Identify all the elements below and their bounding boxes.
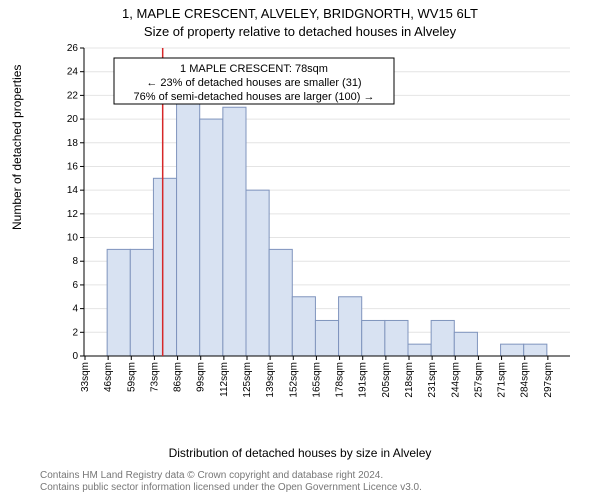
x-tick-label: 205sqm [381,362,392,398]
histogram-bar [385,320,408,356]
histogram-bar [177,95,200,356]
histogram-bar [315,320,338,356]
svg-text:16: 16 [67,161,79,172]
x-tick-label: 33sqm [80,362,91,392]
x-axis-label: Distribution of detached houses by size … [0,446,600,460]
svg-text:24: 24 [67,67,79,78]
x-tick-label: 59sqm [126,362,137,392]
svg-text:22: 22 [67,90,79,101]
histogram-bar [292,297,315,356]
histogram-bar [454,332,477,356]
svg-text:18: 18 [67,138,79,149]
footer-attribution: Contains HM Land Registry data © Crown c… [40,470,422,494]
svg-text:12: 12 [67,209,79,220]
x-tick-label: 218sqm [404,362,415,398]
svg-text:20: 20 [67,114,79,125]
x-tick-label: 46sqm [103,362,114,392]
x-tick-label: 112sqm [219,362,230,397]
x-tick-label: 165sqm [311,362,322,398]
x-tick-label: 284sqm [520,362,531,398]
histogram-bar [431,320,454,356]
histogram-bar [246,190,269,356]
annotation-line: 1 MAPLE CRESCENT: 78sqm [180,63,328,75]
x-tick-label: 231sqm [427,362,438,398]
histogram-bar [339,297,362,356]
svg-text:14: 14 [67,185,79,196]
x-tick-label: 99sqm [196,362,207,392]
svg-text:10: 10 [67,233,79,244]
x-tick-label: 73sqm [149,362,160,392]
svg-text:2: 2 [72,327,78,338]
histogram-bar [408,344,431,356]
chart-svg: 0246810121416182022242633sqm46sqm59sqm73… [58,42,578,402]
histogram-bar [200,119,223,356]
footer-line1: Contains HM Land Registry data © Crown c… [40,470,422,482]
chart-title-line1: 1, MAPLE CRESCENT, ALVELEY, BRIDGNORTH, … [0,6,600,21]
svg-text:8: 8 [72,256,78,267]
chart-container: 1, MAPLE CRESCENT, ALVELEY, BRIDGNORTH, … [0,0,600,500]
histogram-bar [223,107,246,356]
x-tick-label: 244sqm [450,362,461,398]
histogram-bar [269,249,292,356]
x-tick-label: 125sqm [242,362,253,398]
x-tick-label: 178sqm [335,362,346,398]
histogram-bar [524,344,547,356]
x-tick-label: 152sqm [288,362,299,398]
svg-text:4: 4 [72,304,78,315]
histogram-bar [362,320,385,356]
x-tick-label: 257sqm [473,362,484,398]
x-tick-label: 271sqm [497,362,508,398]
svg-text:0: 0 [72,351,78,362]
x-tick-label: 297sqm [543,362,554,398]
histogram-bar [130,249,153,356]
x-tick-label: 139sqm [265,362,276,398]
annotation-line: 76% of semi-detached houses are larger (… [134,91,375,103]
svg-text:6: 6 [72,280,78,291]
x-tick-label: 86sqm [173,362,184,392]
x-tick-label: 191sqm [358,362,369,398]
histogram-bar [107,249,130,356]
annotation-line: ← 23% of detached houses are smaller (31… [146,77,361,89]
histogram-bar [501,344,524,356]
histogram-bar [153,178,176,356]
svg-text:26: 26 [67,43,79,54]
footer-line2: Contains public sector information licen… [40,482,422,494]
plot-area: 0246810121416182022242633sqm46sqm59sqm73… [58,42,578,402]
y-axis-label: Number of detached properties [10,65,24,230]
chart-title-line2: Size of property relative to detached ho… [0,24,600,39]
